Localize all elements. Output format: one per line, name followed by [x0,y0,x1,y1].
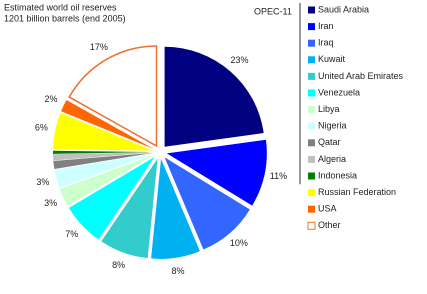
pie-slice [61,100,154,149]
legend-swatch [308,106,315,114]
legend-label: Libya [318,104,340,114]
pie-slice [164,157,250,250]
chart-subtitle: 1201 billion barrels (end 2005) [4,13,126,23]
legend-label: Qatar [318,137,341,147]
pie-slice [53,152,154,161]
legend-label: Iraq [318,38,334,48]
pie-slice [53,150,154,154]
legend-swatch [308,205,315,213]
data-label: 17% [90,42,108,52]
legend-label: Algeria [318,154,346,164]
pie-slice [151,158,200,259]
legend-swatch [308,122,315,130]
legend-label: Kuwait [318,54,346,64]
legend-label: Russian Federation [318,187,396,197]
data-label: 10% [230,238,248,248]
legend-label: Nigeria [318,121,347,131]
data-label: 8% [112,260,125,270]
pie-slice [68,156,155,240]
chart-title: Estimated world oil reserves [4,2,117,12]
pie-slice [53,112,154,151]
data-label: 2% [44,94,57,104]
legend-swatch [308,39,315,47]
pie-slice [59,154,154,207]
pie-slice [53,152,154,169]
legend-label: Saudi Arabia [318,4,369,14]
data-label: 3% [36,177,49,187]
legend-swatch [308,72,315,80]
legend-label: Iran [318,21,334,31]
legend-swatch [307,221,316,230]
legend-swatch [308,23,315,31]
pie-slice [101,158,158,259]
legend-swatch [308,89,315,97]
data-label: 8% [172,266,185,276]
legend-label: United Arab Emirates [318,71,404,81]
pie-slice [68,45,158,148]
data-label: 3% [44,198,57,208]
data-label: 11% [270,171,287,181]
pie-slice [54,153,154,188]
legend-swatch [308,56,315,64]
legend-swatch [308,139,315,147]
legend-group-label: OPEC-11 [254,6,292,16]
pie-slice [166,139,267,206]
legend-swatch [308,155,315,163]
legend-label: USA [318,204,337,214]
legend-label: Indonesia [318,170,357,180]
pie-slice [164,46,264,147]
data-label: 7% [65,229,78,239]
legend-swatch [308,6,315,14]
legend-swatch [308,172,315,180]
data-label: 23% [230,55,248,65]
legend-label: Other [318,220,341,230]
legend-swatch [308,189,315,197]
data-label: 6% [35,122,48,132]
legend-label: Venezuela [318,87,360,97]
